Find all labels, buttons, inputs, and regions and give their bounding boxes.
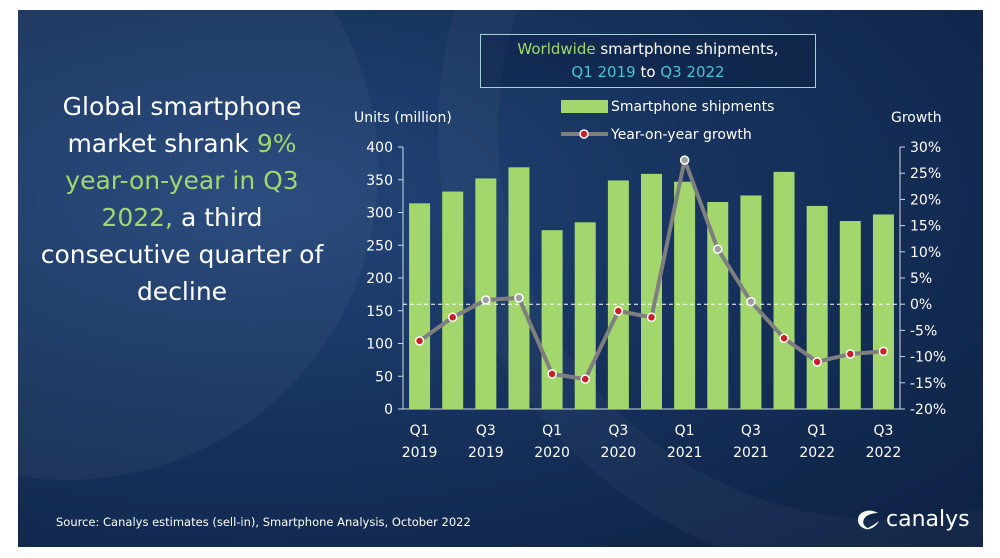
canalys-swirl-icon [858,510,879,529]
growth-marker [746,296,756,307]
legend-bar-label: Smartphone shipments [611,99,774,115]
legend-line-marker [579,129,589,139]
y2-tick-label: -10% [910,350,946,366]
x-tick-label: Q3 [476,423,496,439]
chart-title-word1: Worldwide [517,40,596,58]
x-tick-label: 2020 [534,445,570,461]
bar [409,203,431,409]
brand-logo: canalys [856,507,970,532]
bar [508,167,530,409]
y2-axis-label: Growth [891,110,942,126]
x-tick-label: 2021 [733,445,769,461]
y2-tick-label: 5% [910,271,932,287]
source-note: Source: Canalys estimates (sell-in), Sma… [56,515,471,529]
y-tick-label: 100 [366,337,393,353]
y-tick-label: 250 [366,238,393,254]
y2-tick-label: 25% [910,166,941,182]
x-tick-label: Q1 [675,423,695,439]
growth-marker [481,295,491,305]
bar [839,221,861,409]
chart-title-to: to [635,63,661,81]
brand-name: canalys [886,507,970,532]
x-tick-label: 2022 [799,445,835,461]
bar [607,180,629,409]
x-tick-label: Q3 [741,423,761,439]
chart-title-end: Q3 2022 [660,63,725,81]
y-tick-label: 300 [366,206,393,222]
growth-marker [646,312,657,323]
x-tick-label: 2019 [468,445,504,461]
y2-tick-label: 10% [910,245,941,261]
bar [641,173,662,409]
x-tick-label: 2022 [866,445,902,461]
growth-marker [878,346,889,357]
y-tick-label: 350 [366,173,393,189]
growth-marker [845,349,856,359]
growth-marker [779,333,789,344]
headline-part1: Global smartphone market shrank [62,92,302,158]
headline-part2: a third consecutive quarter of decline [40,203,324,306]
slide-background: Global smartphone market shrank 9% year-… [18,10,983,547]
y-tick-label: 0 [384,402,393,418]
y-tick-label: 200 [366,271,393,287]
growth-marker [713,244,723,254]
y-tick-label: 150 [366,304,393,320]
growth-marker [613,306,624,316]
growth-marker [547,369,557,379]
x-tick-label: Q3 [873,423,893,439]
chart-area: 0 50 100 150 200 250 300 350 400 -20% -15% -10% -5% 0… [366,99,946,461]
legend-line-label: Year-on-year growth [610,127,752,143]
growth-marker [812,357,822,367]
growth-marker [514,293,524,303]
bar [674,181,696,409]
x-tick-label: Q1 [807,423,827,439]
x-tick-label: 2020 [601,445,637,461]
y2-tick-label: -15% [910,376,946,392]
y2-tick-label: 20% [910,192,941,208]
growth-marker [580,374,590,384]
growth-marker [679,155,690,165]
bar [806,205,828,409]
bar [541,230,563,409]
x-tick-label: 2019 [402,445,438,461]
chart-title: Worldwide smartphone shipments, Q1 2019 … [480,34,816,88]
chart-title-start: Q1 2019 [571,63,636,81]
headline-highlight: 9% year-on-year in Q3 2022, [65,129,299,232]
growth-marker [447,312,458,323]
y-tick-label: 400 [366,140,393,156]
bar [574,222,596,409]
chart-title-word2: smartphone shipments, [595,40,779,58]
x-tick-label: Q1 [410,423,430,439]
growth-marker [414,336,425,346]
bar [872,214,894,409]
x-tick-label: Q3 [608,423,628,439]
y-axis-label: Units (million) [354,110,452,126]
bar [442,191,464,409]
x-tick-label: 2021 [667,445,703,461]
y2-tick-label: 15% [910,219,941,235]
y2-tick-label: 30% [910,140,941,156]
x-tick-label: Q1 [542,423,562,439]
y2-tick-label: 0% [910,297,932,313]
y2-tick-label: -5% [910,323,937,339]
y2-tick-label: -20% [910,402,946,418]
bar [773,171,795,409]
headline: Global smartphone market shrank 9% year-… [32,88,332,310]
bar [475,178,497,409]
y-tick-label: 50 [375,369,393,385]
legend-bar-swatch [561,100,608,113]
